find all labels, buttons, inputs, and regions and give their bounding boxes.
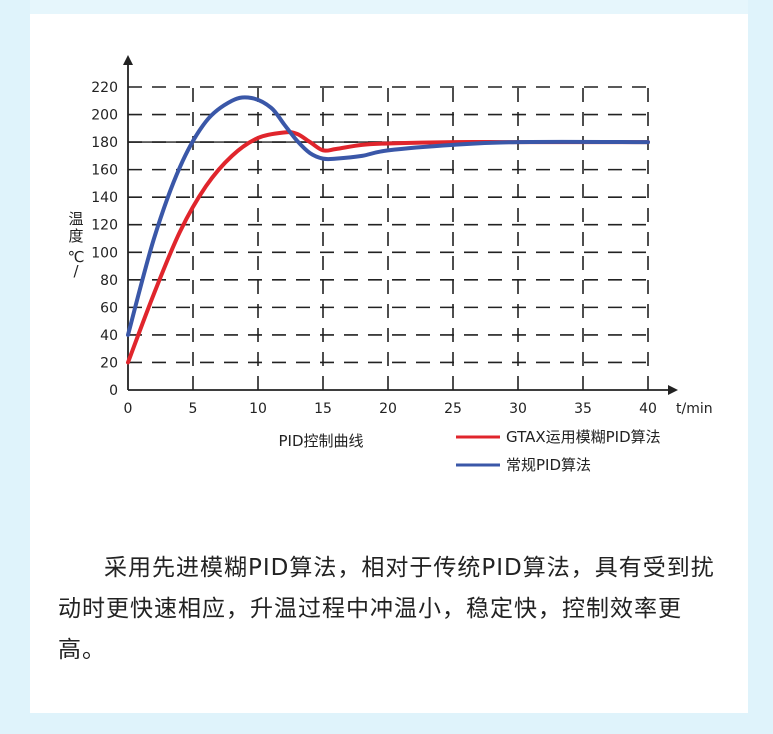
y-axis-label-char: ℃ [68,248,85,266]
y-tick-label: 160 [91,163,118,179]
y-axis-label-char: 度 [68,227,83,245]
legend-label: 常规PID算法 [506,456,591,474]
x-tick-label: 10 [249,401,267,417]
description-paragraph: 采用先进模糊PID算法，相对于传统PID算法，具有受到扰动时更快速相应，升温过程… [58,555,715,663]
series-line-conventional-pid [126,95,650,337]
y-tick-label: 120 [91,218,118,234]
x-tick-label: 20 [379,401,397,417]
x-tick-label: 0 [124,401,133,417]
y-tick-label: 200 [91,108,118,124]
content-card [30,0,748,713]
y-tick-label: 40 [100,328,118,344]
y-tick-label: 80 [100,273,118,289]
y-tick-label: 60 [100,300,118,316]
y-tick-label: 140 [91,190,118,206]
legend-label: GTAX运用模糊PID算法 [506,428,661,446]
y-tick-label: 220 [91,80,118,96]
y-tick-label: 180 [91,135,118,151]
y-tick-label: 100 [91,245,118,261]
x-tick-label: 5 [189,401,198,417]
y-axis-arrow [123,55,133,65]
x-axis-arrow [668,385,678,395]
x-tick-label: 15 [314,401,332,417]
x-axis-label: t/min [676,401,713,417]
y-axis-label-char: / [73,262,79,280]
card-top-strip [30,0,748,14]
pid-chart: 0 20 40 60 80 100 120 140 160 180 200 220 0 5 10 15 20 25… [68,55,713,474]
x-tick-label: 40 [639,401,657,417]
chart-title: PID控制曲线 [278,432,363,450]
y-tick-label: 20 [100,355,118,371]
series-line-fuzzy-pid [126,130,650,365]
x-tick-label: 30 [509,401,527,417]
x-tick-label: 25 [444,401,462,417]
y-tick-label: 0 [109,383,118,399]
y-axis-label-char: 温 [68,210,83,228]
x-tick-label: 35 [574,401,592,417]
